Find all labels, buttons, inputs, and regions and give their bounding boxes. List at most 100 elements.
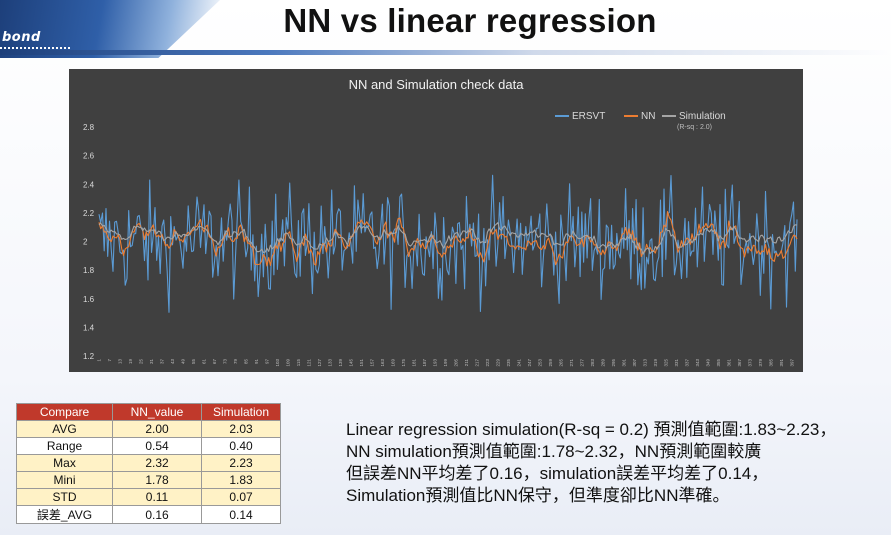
stats-cell-nn: 1.78 <box>112 471 202 489</box>
logo-dots <box>0 47 70 49</box>
x-tick-label: 97 <box>264 359 269 365</box>
stats-cell-sim: 2.23 <box>201 454 281 472</box>
x-tick-label: 223 <box>485 359 490 367</box>
stats-cell-metric: AVG <box>16 420 113 438</box>
x-tick-label: 283 <box>590 359 595 367</box>
y-tick-label: 2.8 <box>83 123 95 132</box>
stats-row: STD 0.11 0.07 <box>16 488 281 506</box>
x-tick-label: 277 <box>579 359 584 367</box>
x-tick-label: 205 <box>453 359 458 367</box>
stats-cell-sim: 1.83 <box>201 471 281 489</box>
x-tick-label: 313 <box>642 359 647 367</box>
x-tick-label: 385 <box>768 359 773 367</box>
x-tick-label: 307 <box>632 359 637 367</box>
x-tick-label: 379 <box>758 359 763 367</box>
x-tick-label: 361 <box>726 359 731 367</box>
y-tick-label: 2 <box>83 238 88 247</box>
series-line-simulation <box>98 222 798 255</box>
x-tick-label: 61 <box>201 359 206 365</box>
stats-cell-nn: 0.54 <box>112 437 202 455</box>
x-tick-label: 139 <box>338 359 343 367</box>
x-tick-label: 259 <box>548 359 553 367</box>
x-tick-label: 19 <box>128 359 133 365</box>
stats-row: AVG 2.00 2.03 <box>16 420 281 438</box>
y-tick-label: 2.6 <box>83 152 95 161</box>
x-tick-label: 319 <box>653 359 658 367</box>
x-tick-label: 133 <box>327 359 332 367</box>
x-tick-label: 43 <box>170 359 175 365</box>
x-tick-label: 355 <box>716 359 721 367</box>
x-tick-label: 169 <box>390 359 395 367</box>
x-tick-label: 289 <box>600 359 605 367</box>
y-tick-label: 1.2 <box>83 352 95 361</box>
x-tick-label: 79 <box>233 359 238 365</box>
stats-row: Mini 1.78 1.83 <box>16 471 281 489</box>
x-tick-label: 1 <box>97 359 102 362</box>
y-tick-label: 1.6 <box>83 295 95 304</box>
x-tick-label: 343 <box>695 359 700 367</box>
stats-cell-metric: Range <box>16 437 113 455</box>
x-tick-label: 187 <box>422 359 427 367</box>
note-line-1: Linear regression simulation(R-sq = 0.2)… <box>346 420 837 439</box>
stats-cell-nn: 2.00 <box>112 420 202 438</box>
x-tick-label: 85 <box>243 359 248 365</box>
slide-title: NN vs linear regression <box>283 2 657 39</box>
stats-row: Max 2.32 2.23 <box>16 454 281 472</box>
stats-cell-metric: 誤差_AVG <box>16 505 113 524</box>
x-tick-label: 331 <box>674 359 679 367</box>
stats-cell-sim: 0.14 <box>201 505 281 524</box>
x-tick-label: 115 <box>296 359 301 367</box>
x-tick-label: 349 <box>705 359 710 367</box>
x-tick-label: 217 <box>474 359 479 367</box>
x-tick-label: 301 <box>621 359 626 367</box>
stats-cell-sim: 0.40 <box>201 437 281 455</box>
stats-row: Range 0.54 0.40 <box>16 437 281 455</box>
x-tick-label: 37 <box>159 359 164 365</box>
x-tick-label: 163 <box>380 359 385 367</box>
note-line-4: Simulation預測值比NN保守，但準度卻比NN準確。 <box>346 486 730 505</box>
stats-cell-sim: 2.03 <box>201 420 281 438</box>
x-tick-label: 367 <box>737 359 742 367</box>
x-tick-label: 373 <box>747 359 752 367</box>
stats-header-row: Compare NN_value Simulation <box>16 403 281 421</box>
x-tick-label: 175 <box>401 359 406 367</box>
x-tick-label: 67 <box>212 359 217 365</box>
x-tick-label: 109 <box>285 359 290 367</box>
x-tick-label: 253 <box>537 359 542 367</box>
x-tick-label: 229 <box>495 359 500 367</box>
x-tick-label: 199 <box>443 359 448 367</box>
x-tick-label: 265 <box>558 359 563 367</box>
stats-cell-metric: STD <box>16 488 113 506</box>
y-tick-label: 2.4 <box>83 180 95 189</box>
legend-ersvt-label: ERSVT <box>572 111 605 122</box>
chart-svg: NN and Simulation check data 1.2 1.4 1.6 1.8… <box>83 77 798 367</box>
y-tick-label: 1.4 <box>83 323 95 332</box>
stats-header-nn-value: NN_value <box>112 403 202 421</box>
y-tick-label: 1.8 <box>83 266 95 275</box>
x-tick-label: 241 <box>516 359 521 367</box>
x-tick-label: 121 <box>306 359 311 367</box>
x-tick-label: 31 <box>149 359 154 365</box>
x-tick-label: 193 <box>432 359 437 367</box>
x-tick-label: 337 <box>684 359 689 367</box>
x-tick-label: 145 <box>348 359 353 367</box>
x-tick-label: 49 <box>180 359 185 365</box>
x-tick-label: 7 <box>107 359 112 362</box>
stats-cell-metric: Max <box>16 454 113 472</box>
legend-note: (R-sq : 2.0) <box>677 124 712 131</box>
stats-cell-nn: 0.11 <box>112 488 202 506</box>
stats-cell-sim: 0.07 <box>201 488 281 506</box>
x-tick-label: 397 <box>789 359 794 367</box>
x-tick-label: 25 <box>138 359 143 365</box>
header-stripe <box>0 50 891 55</box>
x-tick-label: 271 <box>569 359 574 367</box>
line-chart: NN and Simulation check data 1.2 1.4 1.6 1.8… <box>69 69 803 372</box>
legend-nn-label: NN <box>641 111 655 122</box>
series-line-ersvt <box>98 174 798 313</box>
x-tick-label: 181 <box>411 359 416 367</box>
x-tick-label: 325 <box>663 359 668 367</box>
x-tick-label: 247 <box>527 359 532 367</box>
x-tick-label: 391 <box>779 359 784 367</box>
stats-row: 誤差_AVG 0.16 0.14 <box>16 505 281 524</box>
x-tick-label: 127 <box>317 359 322 367</box>
